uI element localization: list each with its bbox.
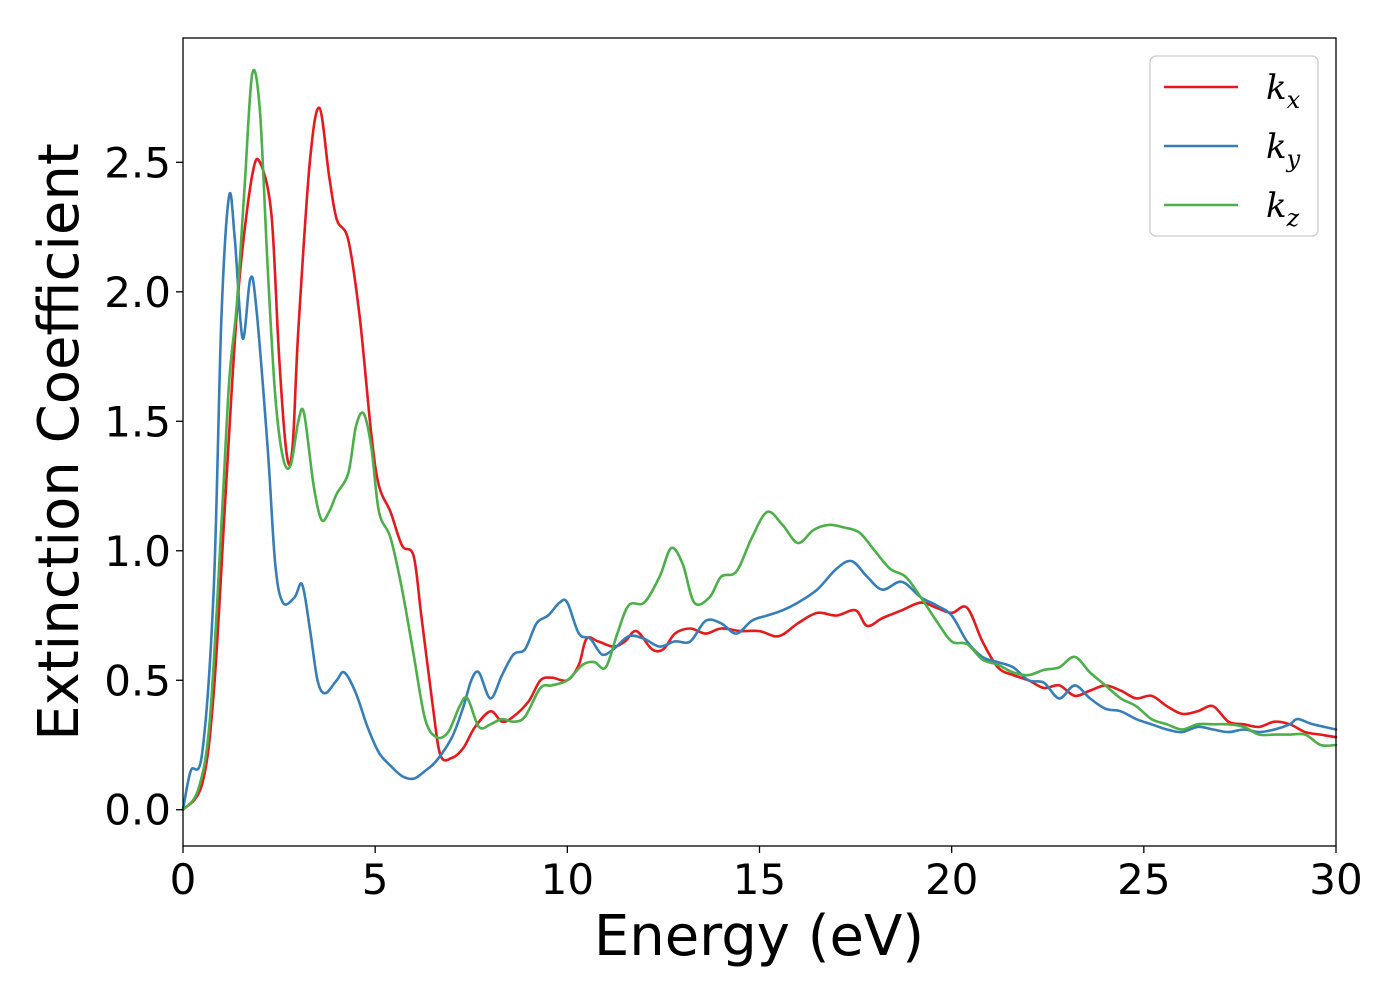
y-tick-label: 0.0 xyxy=(104,786,171,835)
y-tick-label: 1.0 xyxy=(104,527,171,576)
series-layer xyxy=(181,68,1338,811)
y-tick-label: 0.5 xyxy=(104,656,171,705)
legend-label-main: k xyxy=(1266,68,1287,108)
x-tick-label: 5 xyxy=(362,855,389,904)
x-axis-title: Energy (eV) xyxy=(594,904,924,969)
y-tick-label: 2.5 xyxy=(104,138,171,187)
series-line-k-z xyxy=(181,68,1338,811)
y-tick-label: 1.5 xyxy=(104,397,171,446)
legend-label-subscript: z xyxy=(1286,204,1300,232)
legend-label-main: k xyxy=(1266,186,1287,226)
legend-label-k-z: kz xyxy=(1266,186,1300,232)
x-tick-label: 15 xyxy=(733,855,786,904)
x-tick-label: 30 xyxy=(1309,855,1362,904)
x-tick-label: 20 xyxy=(925,855,978,904)
x-axis: 0 5 10 15 20 25 30 xyxy=(170,846,1363,904)
x-tick-label: 25 xyxy=(1117,855,1170,904)
legend-label-k-x: kx xyxy=(1266,68,1301,114)
legend-label-main: k xyxy=(1266,127,1287,167)
legend-label-subscript: x xyxy=(1287,86,1301,114)
y-axis: 0.0 0.5 1.0 1.5 2.0 2.5 xyxy=(104,138,183,835)
legend-label-k-y: ky xyxy=(1266,127,1301,173)
x-tick-label: 0 xyxy=(170,855,197,904)
y-axis-title: Extinction Coefficient xyxy=(27,143,92,741)
y-tick-label: 2.0 xyxy=(104,268,171,317)
x-tick-label: 10 xyxy=(541,855,594,904)
legend-label-subscript: y xyxy=(1286,145,1301,173)
